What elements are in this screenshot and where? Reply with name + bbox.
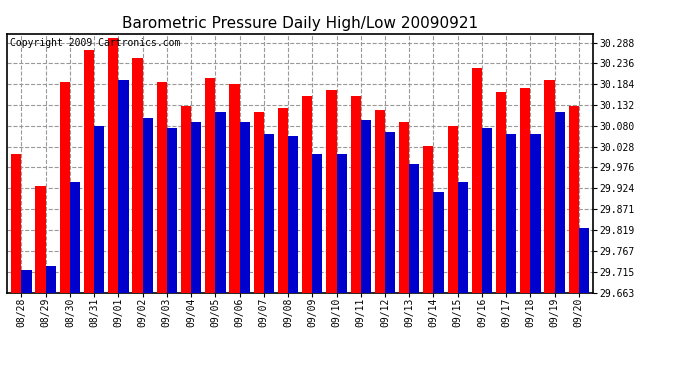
Bar (569, 106, 579, 292)
Bar (132, 58, 143, 292)
Bar (399, 122, 409, 292)
Bar (229, 84, 239, 292)
Bar (191, 122, 201, 292)
Bar (157, 82, 167, 292)
Bar (254, 112, 264, 292)
Bar (181, 106, 191, 292)
Bar (94, 126, 104, 292)
Bar (351, 96, 361, 292)
Bar (70, 182, 80, 292)
Bar (579, 228, 589, 292)
Bar (288, 136, 298, 292)
Bar (520, 88, 531, 292)
Bar (544, 80, 555, 292)
Bar (482, 128, 492, 292)
Bar (433, 192, 444, 292)
Bar (555, 112, 565, 292)
Bar (108, 38, 119, 292)
Bar (84, 50, 94, 292)
Bar (215, 112, 226, 292)
Bar (472, 68, 482, 292)
Bar (423, 146, 433, 292)
Bar (35, 186, 46, 292)
Bar (11, 154, 21, 292)
Bar (375, 110, 385, 292)
Bar (361, 120, 371, 292)
Bar (205, 78, 215, 292)
Bar (167, 128, 177, 292)
Bar (326, 90, 337, 292)
Bar (409, 164, 420, 292)
Bar (457, 182, 468, 292)
Bar (143, 118, 152, 292)
Bar (46, 266, 56, 292)
Bar (21, 270, 32, 292)
Bar (119, 80, 128, 292)
Text: Copyright 2009 Cartronics.com: Copyright 2009 Cartronics.com (10, 38, 180, 48)
Bar (531, 134, 540, 292)
Title: Barometric Pressure Daily High/Low 20090921: Barometric Pressure Daily High/Low 20090… (122, 16, 478, 31)
Bar (302, 96, 313, 292)
Bar (385, 132, 395, 292)
Bar (239, 122, 250, 292)
Bar (278, 108, 288, 292)
Bar (448, 126, 457, 292)
Bar (313, 154, 322, 292)
Bar (506, 134, 516, 292)
Bar (496, 92, 506, 292)
Bar (337, 154, 346, 292)
Bar (264, 134, 274, 292)
Bar (60, 82, 70, 292)
